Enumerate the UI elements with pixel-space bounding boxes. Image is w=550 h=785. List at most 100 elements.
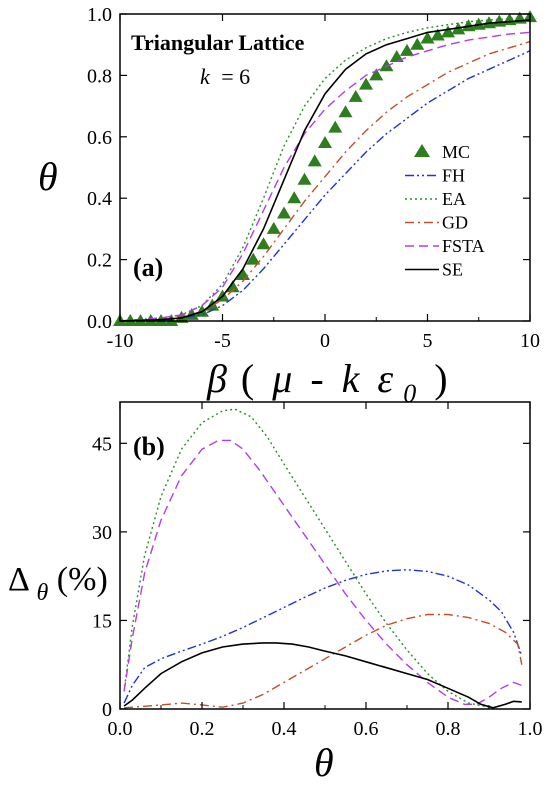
legend-label-fh: FH: [442, 166, 465, 186]
panel-b-xlabel: θ: [314, 740, 334, 785]
legend-label-fsta: FSTA: [442, 236, 485, 256]
panel-a-legend: MC FH EA GD FSTA SE: [405, 142, 485, 280]
panel-a-series: [113, 10, 537, 326]
panel-b-ticks: 0.0 0.2 0.4 0.6 0.8 1.0 0 15 30 45: [92, 402, 543, 740]
xlabel-open: (: [241, 356, 254, 401]
panel-b-ylabel: Δ θ (%): [8, 561, 108, 608]
parameter-symbol: k: [200, 64, 211, 89]
panel-b-xtick-label: 0.6: [354, 718, 379, 740]
mc-point: [348, 89, 363, 102]
mc-point: [471, 17, 486, 30]
mc-point: [277, 206, 291, 219]
parameter-value: = 6: [221, 64, 250, 89]
panel-b-xtick-label: 0.4: [272, 718, 297, 740]
ylabel-pct: (%): [57, 561, 108, 598]
mc-point: [379, 59, 394, 72]
panel-a-label: (a): [133, 253, 163, 282]
panel-b-series-fh: [123, 568, 523, 704]
legend-label-gd: GD: [442, 213, 468, 233]
panel-b-ytick-label: 45: [92, 433, 112, 455]
panel-b-series-ea: [123, 408, 490, 708]
panel-b-series-fsta: [123, 439, 523, 705]
panel-b-xtick-label: 1.0: [518, 718, 543, 740]
mc-point: [420, 31, 435, 44]
panel-a-ytick-label: 1.0: [87, 4, 112, 26]
mc-point: [389, 49, 404, 62]
panel-a-ytick-label: 0.8: [87, 65, 112, 87]
panel-a-xtick-label: 10: [520, 330, 540, 352]
panel-b: 0.0 0.2 0.4 0.6 0.8 1.0 0 15 30 45 (b) Δ θ (%) θ: [8, 401, 543, 785]
mc-point: [461, 19, 476, 32]
panel-a-ytick-label: 0.6: [87, 127, 112, 149]
mc-point: [492, 14, 507, 27]
legend-item-mc: MC: [414, 142, 470, 162]
panel-a-frame: [119, 13, 531, 322]
ylabel-sub: θ: [37, 580, 49, 606]
xlabel-mu: μ: [271, 356, 292, 401]
mc-point: [400, 43, 414, 56]
mc-point: [318, 135, 332, 148]
mc-point: [430, 28, 445, 41]
panel-a-xtick-label: 0: [320, 330, 330, 352]
mc-point: [195, 304, 209, 317]
panel-a-series-mc: [113, 10, 537, 326]
legend-item-gd: GD: [405, 213, 468, 233]
panel-b-ytick-label: 0: [102, 699, 112, 721]
mc-point: [307, 154, 322, 167]
xlabel-close: ): [434, 356, 447, 401]
mc-point: [359, 77, 373, 90]
legend-item-se: SE: [405, 260, 463, 280]
mc-point: [482, 16, 496, 29]
legend-item-ea: EA: [405, 189, 466, 209]
mc-point: [287, 191, 302, 204]
panel-a-ylabel: θ: [38, 154, 58, 199]
panel-a-heading: Triangular Lattice: [131, 30, 305, 55]
xlabel-eps: ε: [377, 356, 393, 401]
panel-a-xtick-label: 5: [423, 330, 433, 352]
panel-a-ytick-label: 0.0: [87, 311, 112, 333]
xlabel-k: k: [342, 356, 361, 401]
panel-b-xtick-label: 0.8: [436, 718, 461, 740]
panel-a-series-ea: [119, 16, 531, 322]
legend-label-se: SE: [442, 260, 463, 280]
panel-a-series-fh: [119, 50, 531, 322]
panel-b-series-se: [123, 642, 522, 709]
panel-a-series-fsta: [119, 31, 531, 322]
panel-a-xlabel: β ( μ - k ε 0 ): [206, 356, 448, 411]
mc-point: [266, 221, 281, 234]
panel-a-xtick-label: -10: [107, 330, 134, 352]
panel-a-parameter: k = 6: [200, 64, 250, 89]
mc-point: [246, 252, 261, 265]
panel-b-label: (b): [133, 432, 165, 461]
panel-a-ytick-label: 0.2: [87, 250, 112, 272]
xlabel-minus: -: [310, 356, 323, 401]
xlabel-sub: 0: [403, 379, 416, 408]
panel-a-series-gd: [119, 40, 531, 322]
ylabel-delta: Δ: [8, 561, 29, 598]
legend-item-fh: FH: [405, 166, 465, 186]
panel-a-xtick-label: -5: [214, 330, 231, 352]
panel-a-series-se: [119, 19, 531, 322]
mc-point: [328, 120, 343, 133]
mc-point: [256, 237, 271, 250]
panel-a: -10 -5 0 5 10 0.0 0.2 0.4 0.6 0.8 1.0 Triangular L…: [38, 4, 540, 411]
xlabel-beta: β: [206, 356, 227, 401]
legend-item-fsta: FSTA: [405, 236, 485, 256]
panel-b-ytick-label: 30: [92, 522, 112, 544]
panel-a-ytick-label: 0.4: [87, 188, 112, 210]
panel-b-ytick-label: 15: [92, 610, 112, 632]
mc-point: [410, 37, 425, 50]
legend-label-mc: MC: [442, 142, 470, 162]
legend-marker-mc: [414, 144, 430, 157]
legend-label-ea: EA: [442, 189, 466, 209]
mc-point: [174, 310, 189, 323]
panel-b-xtick-label: 0.2: [190, 718, 215, 740]
mc-point: [441, 25, 455, 38]
panel-b-series: [123, 408, 523, 709]
mc-point: [369, 68, 384, 81]
panel-b-xtick-label: 0.0: [108, 718, 133, 740]
mc-point: [225, 280, 240, 293]
panel-b-frame: [119, 401, 531, 710]
panel-a-ticks: -10 -5 0 5 10 0.0 0.2 0.4 0.6 0.8 1.0: [87, 4, 540, 352]
